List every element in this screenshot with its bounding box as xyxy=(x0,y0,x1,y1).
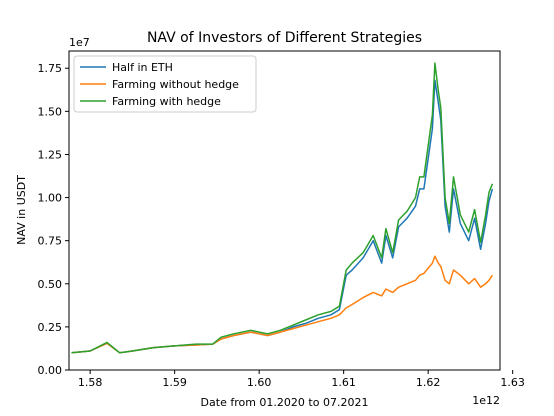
x-axis-label: Date from 01.2020 to 07.2021 xyxy=(201,396,369,409)
x-tick-label: 1.63 xyxy=(500,376,525,389)
x-axis: 1.58 1.59 1.60 1.61 1.62 1.63 xyxy=(78,370,525,389)
y-tick-label: 0.75 xyxy=(38,235,63,248)
plot-frame xyxy=(68,50,501,371)
x-offset-text: 1e12 xyxy=(472,394,500,407)
y-tick-label: 0.25 xyxy=(38,321,63,334)
legend-label-half-in-eth: Half in ETH xyxy=(112,61,173,74)
x-tick-label: 1.59 xyxy=(162,376,187,389)
chart-title: NAV of Investors of Different Strategies xyxy=(147,30,422,46)
x-tick-label: 1.61 xyxy=(331,376,356,389)
y-tick-label: 1.75 xyxy=(38,62,63,75)
y-offset-text: 1e7 xyxy=(69,36,90,49)
y-tick-label: 1.50 xyxy=(38,105,63,118)
legend-label-farming-without-hedge: Farming without hedge xyxy=(112,78,239,91)
y-tick-label: 1.25 xyxy=(38,148,63,161)
y-tick-label: 0.00 xyxy=(38,364,63,377)
series-layer xyxy=(71,62,494,354)
y-axis-label: NAV in USDT xyxy=(15,175,28,245)
x-tick-label: 1.58 xyxy=(78,376,103,389)
legend-box xyxy=(73,55,257,113)
legend-label-farming-with-hedge: Farming with hedge xyxy=(112,95,221,108)
y-axis: 0.00 0.25 0.50 0.75 1.00 1.25 1.50 1.75 xyxy=(38,62,69,377)
x-tick-label: 1.62 xyxy=(416,376,441,389)
x-tick-label: 1.60 xyxy=(247,376,272,389)
y-tick-label: 1.00 xyxy=(38,192,63,205)
legend: Half in ETH Farming without hedge Farming … xyxy=(73,55,257,113)
y-tick-label: 0.50 xyxy=(38,278,63,291)
series-line-farming-with-hedge xyxy=(71,62,494,354)
